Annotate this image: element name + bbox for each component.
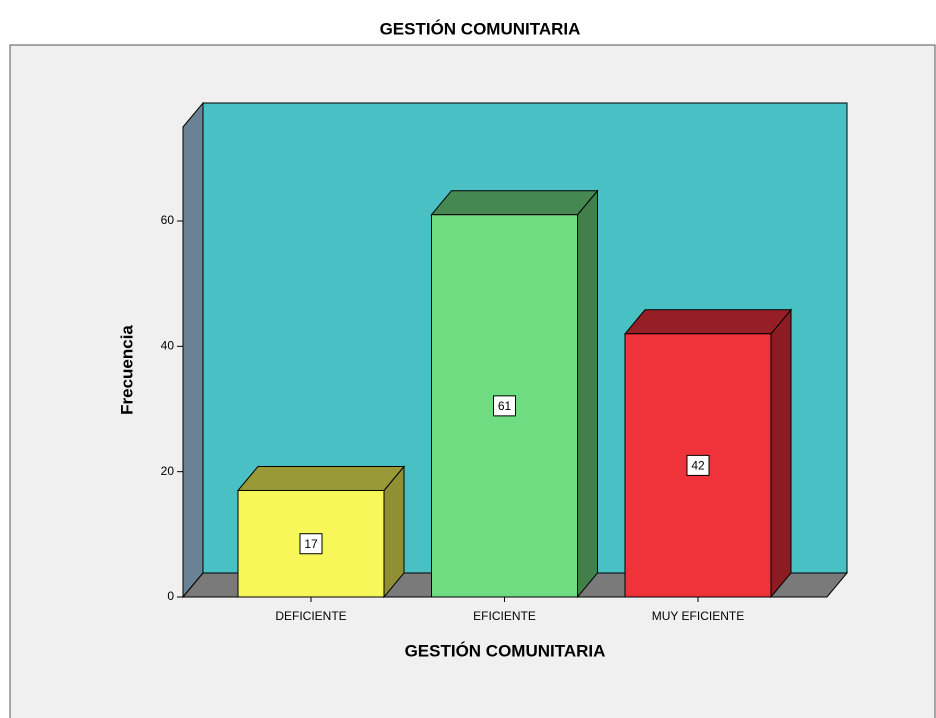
value-label: 61 (498, 399, 512, 413)
y-tick-label: 60 (161, 213, 175, 227)
value-label: 17 (304, 537, 318, 551)
chart-title: GESTIÓN COMUNITARIA (380, 19, 581, 38)
x-tick-label: DEFICIENTE (275, 609, 346, 623)
value-label-box (686, 454, 710, 476)
bar-side (770, 308, 792, 599)
x-tick-label: EFICIENTE (473, 609, 536, 623)
bar-top (236, 465, 406, 491)
value-label-box (299, 533, 323, 555)
bar (431, 214, 578, 598)
bar-top (623, 309, 793, 335)
value-label-box (493, 395, 516, 417)
y-tick-label: 40 (161, 339, 175, 353)
x-axis-title: GESTIÓN COMUNITARIA (405, 641, 606, 660)
bar-top (430, 190, 599, 216)
plot-area: 0 20 40 60 DEFICIENTE 17 EFICIENTE 61 MUY EFICIE… (161, 101, 849, 623)
bar-side (577, 189, 598, 599)
left-wall (182, 101, 204, 599)
value-label: 42 (691, 459, 705, 473)
y-tick-label: 0 (167, 589, 174, 603)
y-axis-title: Frecuencia (117, 325, 136, 415)
y-tick-label: 20 (161, 464, 175, 478)
x-tick-label: MUY EFICIENTE (652, 609, 744, 623)
